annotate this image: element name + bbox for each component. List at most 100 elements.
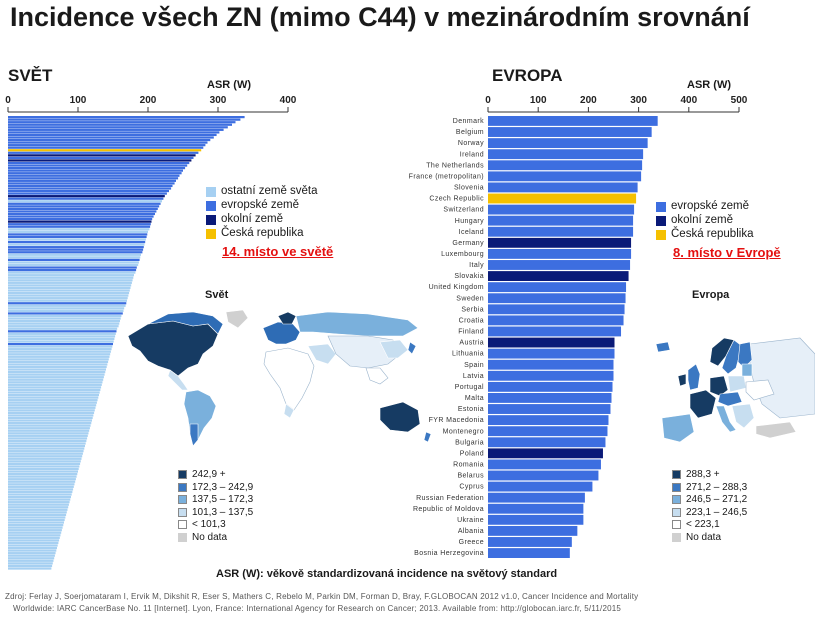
world-bar [8, 368, 106, 371]
europe-bar [488, 237, 632, 248]
europe-map-legend-label: 288,3 + [686, 469, 720, 480]
europe-bar [488, 370, 614, 381]
world-bar [8, 200, 162, 203]
world-tick-label: 100 [70, 95, 87, 106]
world-bar [8, 467, 79, 471]
world-bar [8, 332, 116, 335]
world-bar [8, 490, 73, 494]
world-bar [8, 192, 167, 195]
world-bar [8, 391, 100, 394]
world-map-legend-label: 101,3 – 137,5 [192, 506, 254, 518]
europe-map-legend-swatch [672, 533, 681, 542]
south-america-south-shape [189, 423, 199, 447]
world-bar [8, 314, 122, 318]
europe-category-label: Ireland [460, 151, 484, 158]
world-bar [8, 432, 89, 435]
world-legend: ostatní země světa evropské země okolní ze… [206, 185, 366, 245]
world-bar [8, 169, 183, 172]
world-bar [8, 513, 67, 516]
europe-bar [488, 348, 615, 359]
south-africa-shape [283, 403, 295, 419]
europe-category-label: Czech Republic [429, 196, 484, 203]
world-bar [8, 149, 202, 152]
world-bar [8, 284, 132, 287]
europe-bar [488, 315, 624, 326]
world-bar [8, 340, 114, 343]
world-bar [8, 381, 103, 384]
canada-shape [147, 311, 224, 335]
ireland-shape [677, 373, 687, 387]
world-bar [8, 416, 93, 420]
world-bar [8, 156, 194, 159]
world-tick-label: 300 [210, 95, 227, 106]
europe-category-label: Ukraine [457, 517, 484, 524]
world-bar [8, 373, 105, 376]
world-axis-label: ASR (W) [207, 79, 251, 91]
europe-bar [488, 215, 634, 226]
world-bar [8, 205, 160, 208]
world-bar [8, 230, 148, 233]
europe-map-legend-swatch [672, 520, 681, 530]
world-bar [8, 518, 65, 522]
world-map-legend-label: 137,5 – 172,3 [192, 494, 254, 506]
world-legend-swatch [206, 201, 216, 211]
world-bar [8, 427, 90, 430]
europe-category-label: Croatia [459, 317, 484, 324]
world-bar [8, 330, 117, 333]
world-bar [8, 279, 133, 282]
europe-bar [488, 282, 627, 293]
world-bar [8, 197, 164, 200]
europe-category-label: Bosnia Herzegovina [414, 550, 484, 557]
world-bar [8, 388, 101, 392]
world-bar [8, 424, 91, 427]
europe-category-label: Luxembourg [441, 251, 484, 258]
europe-bar [488, 470, 599, 481]
world-bar [8, 396, 99, 399]
world-bar [8, 480, 76, 483]
new-zealand-shape [423, 431, 432, 443]
world-bar [8, 539, 60, 542]
world-bar [8, 409, 95, 412]
europe-category-label: Montenegro [443, 428, 484, 435]
world-bar [8, 182, 175, 185]
world-bar [8, 322, 120, 325]
world-bar [8, 549, 57, 552]
world-bar [8, 271, 136, 274]
uk-shape [687, 363, 701, 391]
world-legend-swatch [206, 229, 216, 239]
world-bar [8, 371, 106, 374]
europe-bar [488, 404, 611, 414]
world-bar [8, 312, 123, 315]
europe-bar [488, 204, 635, 215]
world-bar [8, 261, 139, 264]
asr-caption: ASR (W): věkově standardizovaná incidenc… [216, 568, 558, 580]
world-map [127, 309, 432, 447]
europe-axis-label: ASR (W) [687, 79, 731, 91]
sweden-shape [721, 339, 743, 375]
world-bar [8, 299, 127, 302]
europe-map-legend: 288,3 +271,2 – 288,3 246,5 – 271,2 223,1 –… [672, 469, 792, 549]
europe-legend-swatch [656, 202, 666, 212]
world-legend-label: evropské země [221, 199, 299, 211]
world-bar [8, 414, 94, 417]
world-bar [8, 495, 71, 499]
world-bar [8, 218, 153, 221]
world-bar [8, 309, 124, 312]
world-bar [8, 167, 186, 170]
world-bar [8, 383, 102, 386]
world-map-title: Svět [205, 289, 229, 301]
world-bar [8, 177, 179, 180]
europe-map-legend-swatch [672, 482, 681, 492]
europe-bar [488, 548, 570, 558]
japan-shape [407, 341, 417, 355]
world-bar [8, 146, 204, 149]
world-bar [8, 289, 130, 292]
world-bar [8, 269, 137, 272]
world-bar [8, 437, 88, 440]
europe-category-label: Denmark [453, 118, 484, 125]
europe-map [655, 337, 815, 443]
europe-bar [488, 393, 612, 403]
europe-rank: 8. místo v Evropě [673, 245, 781, 260]
europe-category-label: Sweden [456, 295, 484, 302]
world-bar [8, 419, 92, 422]
